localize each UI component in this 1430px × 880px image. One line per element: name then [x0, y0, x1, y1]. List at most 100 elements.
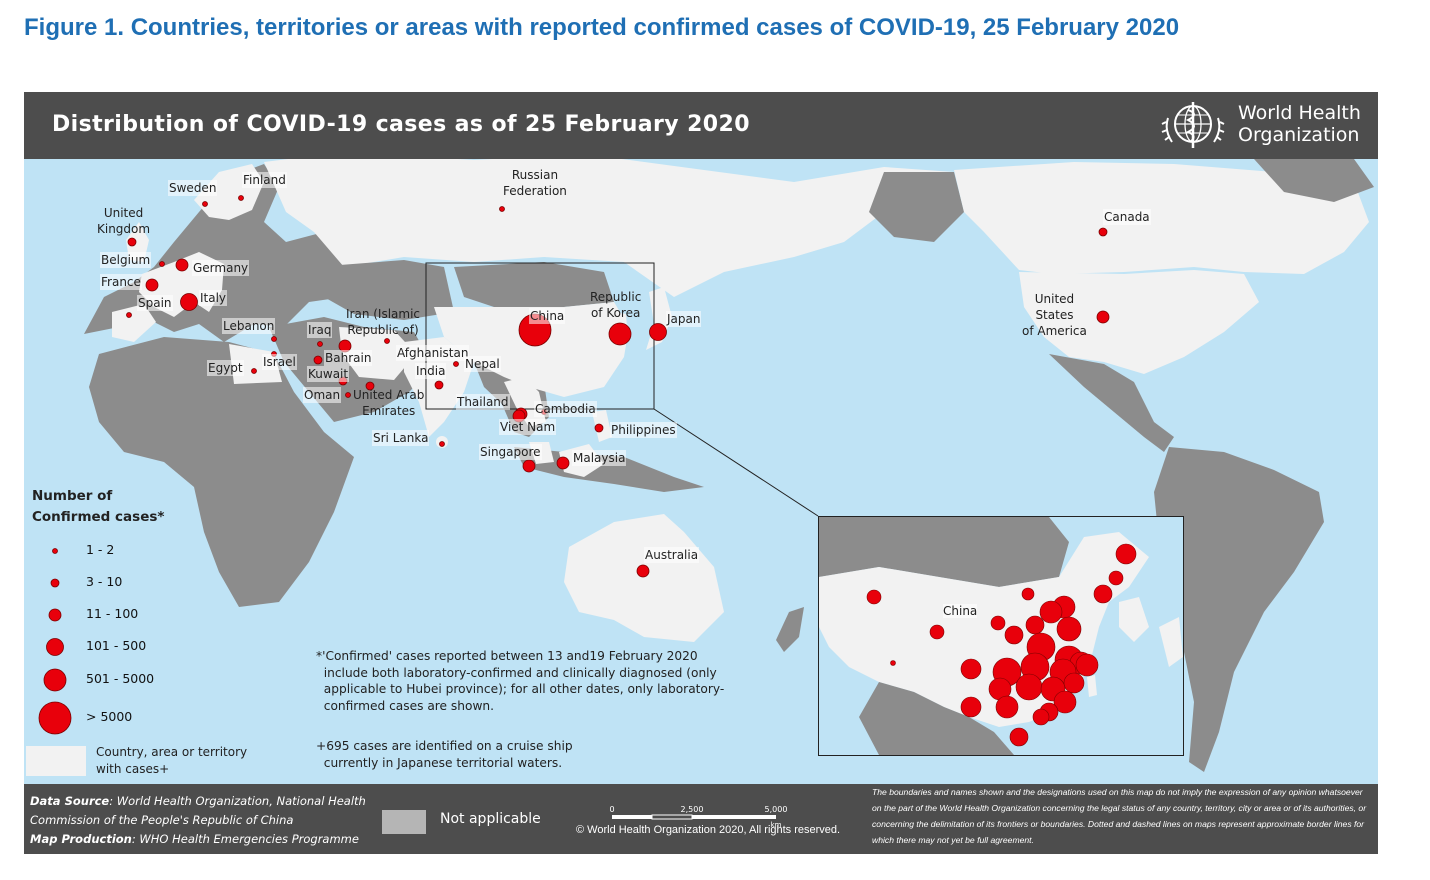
inset-province-bubble-21[interactable] — [1063, 672, 1085, 694]
inset-province-bubble-6[interactable] — [1021, 587, 1035, 601]
affected-country-legend-label: Country, area or territory with cases+ — [96, 745, 248, 776]
case-bubble-belgium[interactable] — [159, 261, 165, 267]
country-label-viet-nam: Viet Nam — [499, 419, 557, 435]
inset-province-bubble-17[interactable] — [960, 658, 982, 680]
case-bubble-singapore[interactable] — [522, 459, 536, 473]
legend-row: 3 - 10 — [30, 574, 190, 602]
scale-bar: 0 2,500 5,000 km — [609, 805, 787, 828]
case-bubble-russian-federation[interactable] — [499, 206, 505, 212]
case-bubble-nepal[interactable] — [453, 361, 459, 367]
data-source-label: Data Source — [30, 794, 110, 808]
inset-province-bubble-26[interactable] — [960, 696, 982, 718]
case-bubble-oman[interactable] — [345, 392, 351, 398]
case-bubbles — [126, 195, 1110, 578]
map-production-text: : WHO Health Emergencies Programme — [131, 832, 359, 846]
legend-title: Number of Confirmed cases* — [32, 486, 164, 528]
land-iberia — [112, 304, 156, 342]
scale-tick-0: 0 — [609, 805, 614, 814]
country-label-singapore: Singapore — [479, 444, 542, 460]
case-bubble-united-arab-emirates[interactable] — [365, 381, 375, 391]
country-label-afghanistan: Afghanistan — [396, 345, 470, 361]
inset-province-bubble-16[interactable] — [1075, 653, 1099, 677]
land-russia — [264, 152, 954, 297]
case-bubble-france[interactable] — [145, 278, 159, 292]
case-bubble-iraq[interactable] — [317, 341, 323, 347]
country-label-finland: Finland — [242, 172, 287, 188]
legend-bubble-2 — [48, 608, 62, 622]
country-label-nepal: Nepal — [464, 356, 501, 372]
inset-china-label: China — [943, 604, 978, 618]
case-bubble-japan[interactable] — [649, 323, 667, 341]
inset-province-bubble-12[interactable] — [1004, 625, 1024, 645]
country-label-italy: Italy — [199, 290, 228, 306]
country-label-iran-islamic-republic-of: Iran (Islamic Republic of) — [346, 307, 421, 337]
inset-province-bubble-23[interactable] — [1015, 673, 1043, 701]
country-label-united-kingdom: United Kingdom — [97, 206, 151, 236]
map-frame[interactable]: Distribution of COVID-19 cases as of 25 … — [24, 92, 1378, 854]
inset-connector-line — [653, 408, 819, 517]
inset-province-bubble-25[interactable] — [1053, 690, 1077, 714]
inset-province-bubble-10[interactable] — [1056, 616, 1082, 642]
case-bubble-united-states-of-america[interactable] — [1096, 310, 1110, 324]
legend-row: > 5000 — [30, 709, 190, 737]
legend-bubble-0 — [52, 548, 58, 554]
country-label-canada: Canada — [1103, 209, 1151, 225]
inset-province-bubble-0[interactable] — [866, 589, 882, 605]
case-bubble-afghanistan[interactable] — [384, 338, 390, 344]
case-bubble-sri-lanka[interactable] — [439, 441, 445, 447]
case-bubble-germany[interactable] — [175, 258, 189, 272]
land-south-america — [1154, 447, 1324, 772]
inset-province-bubble-11[interactable] — [990, 615, 1006, 631]
legend-label: 3 - 10 — [86, 574, 123, 589]
country-label-israel: Israel — [262, 354, 297, 370]
inset-province-bubble-27[interactable] — [995, 695, 1019, 719]
country-label-russian-federation: Russian Federation — [503, 168, 567, 198]
land-canada — [954, 162, 1369, 274]
inset-province-bubble-1[interactable] — [929, 624, 945, 640]
case-bubble-australia[interactable] — [636, 564, 650, 578]
copyright: © World Health Organization 2020, All ri… — [576, 824, 841, 836]
legend-bubbles — [38, 548, 72, 735]
not-applicable-label: Not applicable — [440, 811, 541, 827]
inset-province-bubble-8[interactable] — [1039, 600, 1063, 624]
inset-province-bubble-3[interactable] — [1115, 543, 1137, 565]
case-bubble-egypt[interactable] — [251, 368, 257, 374]
case-bubble-united-kingdom[interactable] — [127, 237, 137, 247]
inset-province-bubble-5[interactable] — [1093, 584, 1113, 604]
case-bubble-spain[interactable] — [126, 312, 132, 318]
inset-taiwan — [1087, 675, 1097, 697]
country-label-sweden: Sweden — [168, 180, 218, 196]
data-source-text: : World Health Organization, National He… — [30, 794, 366, 827]
land-australia — [564, 514, 724, 642]
inset-province-bubble-4[interactable] — [1108, 570, 1124, 586]
case-bubble-finland[interactable] — [238, 195, 244, 201]
map-title: Distribution of COVID-19 cases as of 25 … — [52, 112, 750, 137]
case-bubble-malaysia[interactable] — [556, 456, 570, 470]
legend-label: 501 - 5000 — [86, 671, 155, 686]
case-bubble-bahrain[interactable] — [313, 355, 323, 365]
inset-province-bubble-9[interactable] — [1025, 615, 1045, 635]
case-bubble-philippines[interactable] — [594, 423, 604, 433]
case-bubble-sweden[interactable] — [202, 201, 208, 207]
legend-title-line1: Number of — [32, 488, 113, 504]
country-label-malaysia: Malaysia — [572, 450, 627, 466]
case-bubble-italy[interactable] — [180, 293, 198, 311]
case-bubble-lebanon[interactable] — [271, 336, 277, 342]
country-label-australia: Australia — [644, 547, 700, 563]
inset-province-bubble-2[interactable] — [890, 660, 896, 666]
country-label-iraq: Iraq — [307, 322, 333, 338]
scale-tick-2500: 2,500 — [681, 805, 704, 814]
inset-province-bubble-30[interactable] — [1009, 727, 1029, 747]
map-production-label: Map Production — [30, 832, 132, 846]
country-label-united-states-of-america: United States of America — [1022, 292, 1087, 338]
who-name: World Health Organization — [1238, 102, 1361, 146]
country-label-egypt: Egypt — [207, 360, 244, 376]
case-bubble-india[interactable] — [434, 380, 444, 390]
who-name-line2: Organization — [1238, 124, 1360, 146]
china-inset-map[interactable]: China — [818, 516, 1184, 756]
land-central-america — [1049, 354, 1174, 452]
legend-label: 1 - 2 — [86, 542, 115, 557]
case-bubble-canada[interactable] — [1098, 227, 1108, 237]
case-bubble-republic-of-korea[interactable] — [608, 322, 632, 346]
inset-province-bubble-29[interactable] — [1032, 708, 1050, 726]
